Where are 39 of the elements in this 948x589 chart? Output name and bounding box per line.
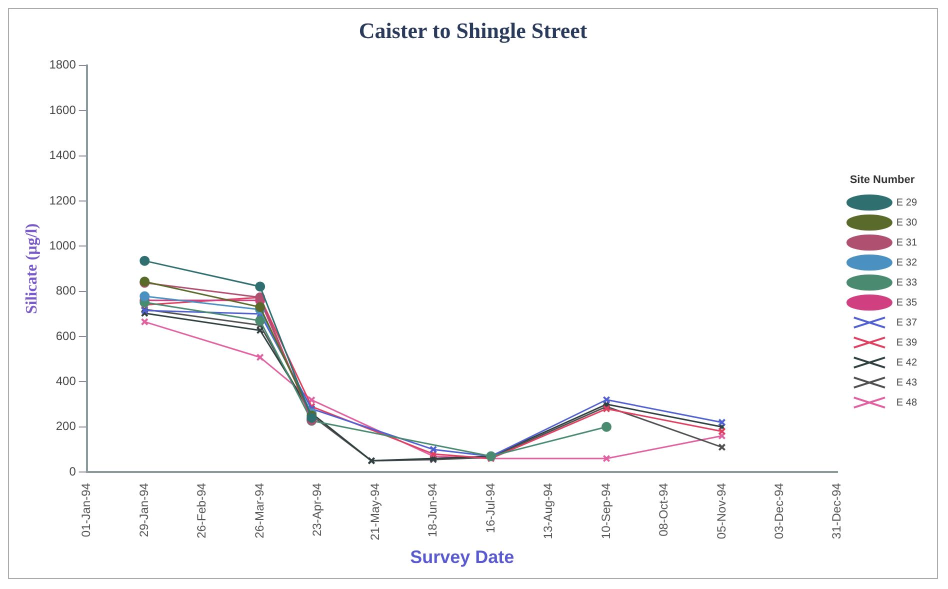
y-tick-label: 800 xyxy=(56,284,76,298)
x-tick-label: 18-Jun-94 xyxy=(426,482,440,538)
y-tick-label: 1000 xyxy=(49,238,76,252)
legend-label: E 35 xyxy=(896,297,918,308)
x-tick-label: 16-Jul-94 xyxy=(483,482,498,534)
y-tick-label: 200 xyxy=(56,419,76,434)
x-tick-label: 10-Sep-94 xyxy=(598,482,613,540)
y-tick-label: 1800 xyxy=(49,58,76,72)
y-tick-label: 1600 xyxy=(49,102,76,117)
legend-label: E 37 xyxy=(896,317,918,328)
y-axis-title: Silicate (µg/l) xyxy=(24,223,41,314)
legend-label: E 39 xyxy=(896,337,918,348)
x-tick-label: 05-Nov-94 xyxy=(714,482,728,540)
x-tick-label: 31-Dec-94 xyxy=(830,482,844,540)
legend-label: E 43 xyxy=(896,377,918,388)
legend-label: E 48 xyxy=(896,397,918,408)
legend-label: E 31 xyxy=(896,237,918,248)
y-tick-label: 1400 xyxy=(49,148,76,162)
x-tick-label: 26-Mar-94 xyxy=(252,482,266,538)
chart-title: Caister to Shingle Street xyxy=(358,18,588,43)
x-axis-title: Survey Date xyxy=(410,547,514,568)
legend-label: E 33 xyxy=(896,277,918,288)
y-tick-label: 600 xyxy=(56,328,76,343)
x-tick-label: 29-Jan-94 xyxy=(136,482,151,538)
x-tick-label: 26-Feb-94 xyxy=(194,482,209,538)
legend-title: Site Number xyxy=(850,174,916,186)
y-tick-label: 400 xyxy=(56,374,76,388)
x-tick-label: 21-May-94 xyxy=(368,482,382,540)
x-tick-label: 13-Aug-94 xyxy=(541,482,556,540)
x-tick-label: 23-Apr-94 xyxy=(310,482,324,536)
legend-label: E 32 xyxy=(896,257,918,268)
legend-label: E 42 xyxy=(896,357,918,368)
y-tick-label: 1200 xyxy=(49,193,76,208)
y-tick-label: 0 xyxy=(69,464,76,478)
x-tick-label: 08-Oct-94 xyxy=(656,482,671,536)
legend-label: E 30 xyxy=(896,217,918,228)
legend-label: E 29 xyxy=(896,197,918,208)
x-tick-label: 03-Dec-94 xyxy=(772,482,786,540)
x-tick-label: 01-Jan-94 xyxy=(79,482,94,538)
